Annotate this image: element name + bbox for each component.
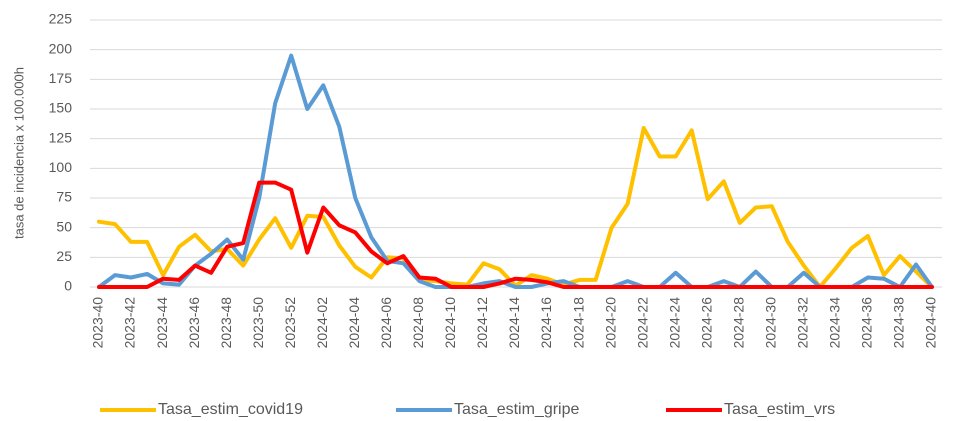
x-tick-label: 2023-40 — [90, 297, 106, 349]
x-tick-label: 2024-26 — [698, 297, 714, 349]
y-tick-label: 75 — [56, 189, 72, 205]
x-tick-label: 2024-16 — [538, 297, 554, 349]
x-tick-label: 2023-52 — [282, 297, 298, 349]
legend-label: Tasa_estim_gripe — [454, 401, 580, 418]
x-tick-label: 2023-44 — [154, 297, 170, 349]
x-tick-label: 2024-32 — [795, 297, 811, 349]
y-axis-label: tasa de incidencia x 100.000h — [11, 67, 26, 239]
series-line — [97, 53, 934, 289]
y-tick-label: 0 — [64, 278, 72, 294]
x-tick-label: 2024-14 — [506, 297, 522, 349]
y-tick-label: 225 — [49, 11, 73, 27]
x-tick-label: 2024-40 — [923, 297, 939, 349]
y-tick-label: 25 — [56, 248, 72, 264]
x-tick-label: 2023-48 — [218, 297, 234, 349]
x-tick-label: 2024-06 — [378, 297, 394, 349]
x-tick-label: 2024-28 — [730, 297, 746, 349]
x-tick-label: 2024-02 — [314, 297, 330, 349]
y-tick-label: 150 — [49, 100, 73, 116]
x-tick-label: 2024-08 — [410, 297, 426, 349]
x-tick-label: 2023-42 — [122, 297, 138, 349]
y-tick-label: 100 — [49, 159, 73, 175]
x-tick-label: 2023-46 — [186, 297, 202, 349]
x-tick-label: 2024-30 — [763, 297, 779, 349]
y-tick-label: 50 — [56, 218, 72, 234]
x-tick-label: 2024-20 — [602, 297, 618, 349]
legend-label: Tasa_estim_covid19 — [158, 401, 303, 418]
x-tick-label: 2024-18 — [570, 297, 586, 349]
x-tick-label: 2024-24 — [666, 297, 682, 349]
x-tick-label: 2024-12 — [474, 297, 490, 349]
y-tick-label: 125 — [49, 129, 73, 145]
x-tick-label: 2024-10 — [442, 297, 458, 349]
x-tick-label: 2024-38 — [891, 297, 907, 349]
x-tick-label: 2023-50 — [250, 297, 266, 349]
x-tick-label: 2024-04 — [346, 297, 362, 349]
series-line — [97, 126, 934, 289]
x-tick-label: 2024-34 — [827, 297, 843, 349]
y-tick-label: 200 — [49, 40, 73, 56]
series-line — [97, 180, 934, 289]
x-tick-label: 2024-22 — [634, 297, 650, 349]
y-tick-label: 175 — [49, 70, 73, 86]
legend-label: Tasa_estim_vrs — [724, 401, 835, 418]
x-tick-label: 2024-36 — [859, 297, 875, 349]
